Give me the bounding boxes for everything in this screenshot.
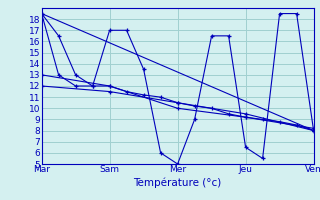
- X-axis label: Température (°c): Température (°c): [133, 177, 222, 188]
